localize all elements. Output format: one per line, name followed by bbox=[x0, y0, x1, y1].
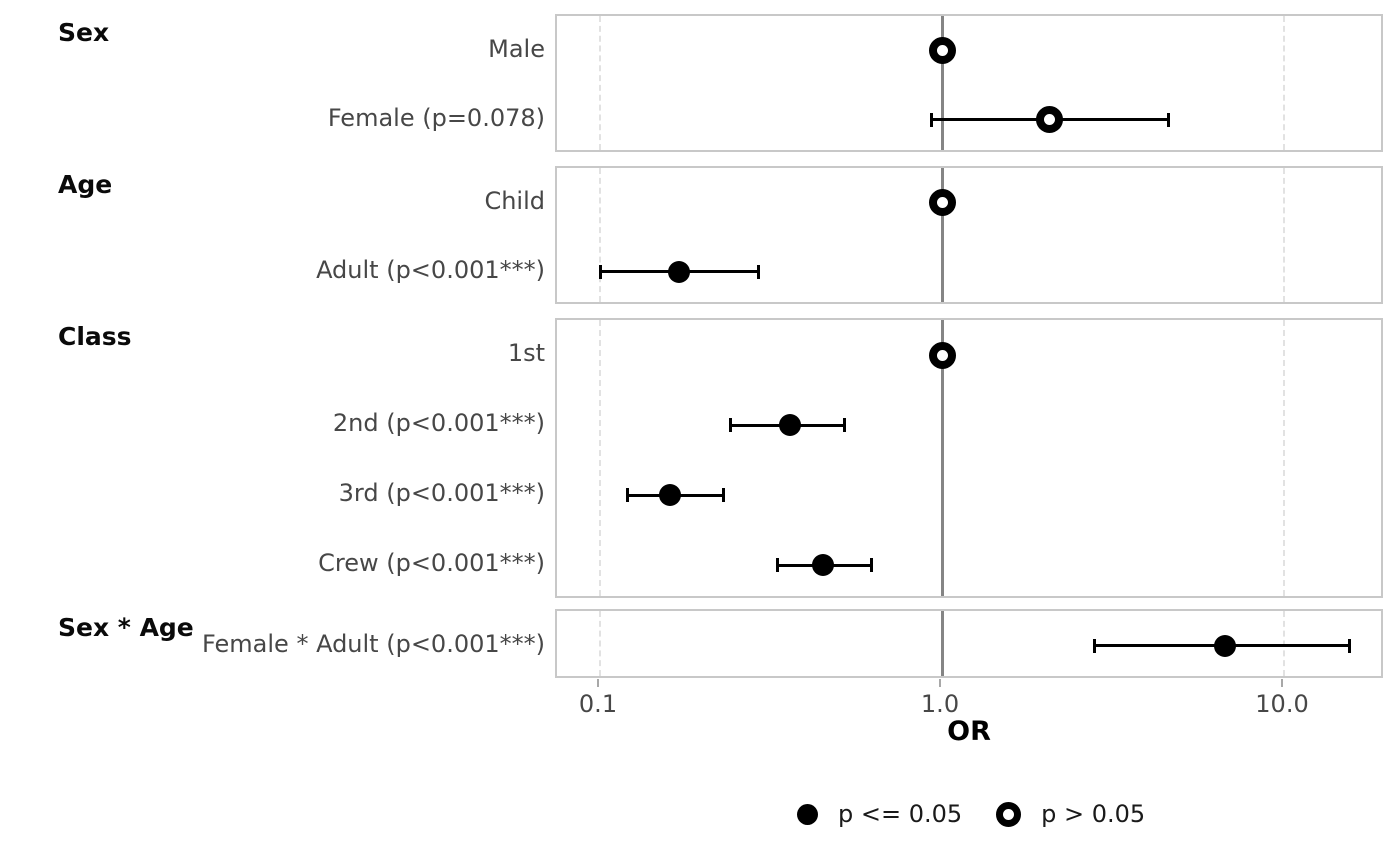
error-bar-cap-low bbox=[929, 112, 933, 127]
legend-item-significant: p <= 0.05 bbox=[797, 800, 962, 828]
row-label-female-p-0-078: Female (p=0.078) bbox=[327, 103, 545, 132]
error-bar-cap-high bbox=[1347, 638, 1351, 653]
error-bar-cap-high bbox=[722, 488, 726, 502]
group-label-sex: Sex bbox=[58, 18, 110, 47]
row-label-male: Male bbox=[488, 34, 545, 63]
gridline-0.1 bbox=[599, 611, 601, 676]
gridline-0.1 bbox=[599, 16, 601, 150]
axis-tick-label-0.1: 0.1 bbox=[578, 690, 618, 718]
panel-age bbox=[555, 166, 1383, 304]
legend-label-significant: p <= 0.05 bbox=[838, 800, 963, 828]
row-label-1st: 1st bbox=[507, 339, 545, 367]
legend-label-nonsignificant: p > 0.05 bbox=[1041, 800, 1146, 828]
panel-sex-age bbox=[555, 609, 1383, 678]
axis-tick-label-10.0: 10.0 bbox=[1255, 690, 1309, 718]
reference-line bbox=[940, 611, 944, 676]
axis-tick-label-1.0: 1.0 bbox=[920, 690, 960, 718]
gridline-10 bbox=[1283, 320, 1285, 596]
gridline-0.1 bbox=[599, 168, 601, 302]
point-marker-open bbox=[928, 37, 956, 64]
point-marker-open bbox=[1035, 106, 1063, 133]
panel-class bbox=[555, 318, 1383, 598]
axis-tick-10.0 bbox=[1281, 679, 1283, 687]
axis-tick-1.0 bbox=[939, 679, 941, 687]
group-label-sex-age: Sex * Age bbox=[58, 613, 194, 642]
point-marker-open bbox=[928, 189, 956, 216]
row-label-female-adult-p-0-001: Female * Adult (p<0.001***) bbox=[202, 629, 545, 658]
error-bar-cap-low bbox=[598, 264, 602, 279]
error-bar-cap-low bbox=[1093, 638, 1097, 653]
point-marker-filled bbox=[658, 484, 681, 506]
error-bar-cap-high bbox=[869, 558, 873, 572]
point-marker-open bbox=[928, 341, 956, 369]
gridline-10 bbox=[1283, 168, 1285, 302]
filled-circle-icon bbox=[797, 803, 818, 825]
group-label-age: Age bbox=[58, 170, 113, 199]
panel-sex bbox=[555, 14, 1383, 152]
legend: p <= 0.05 p > 0.05 bbox=[797, 800, 1145, 828]
group-label-class: Class bbox=[58, 322, 132, 351]
legend-item-nonsignificant: p > 0.05 bbox=[996, 800, 1145, 828]
reference-line bbox=[940, 320, 944, 596]
reference-line bbox=[940, 168, 944, 302]
row-label-2nd-p-0-001: 2nd (p<0.001***) bbox=[332, 409, 545, 437]
reference-line bbox=[940, 16, 944, 150]
error-bar-cap-high bbox=[756, 264, 760, 279]
point-marker-filled bbox=[779, 414, 802, 436]
row-label-3rd-p-0-001: 3rd (p<0.001***) bbox=[338, 479, 545, 507]
error-bar-cap-high bbox=[1167, 112, 1171, 127]
point-marker-filled bbox=[667, 260, 690, 283]
row-label-child: Child bbox=[484, 186, 545, 215]
x-axis-title: OR bbox=[947, 716, 991, 747]
gridline-0.1 bbox=[599, 320, 601, 596]
open-circle-icon bbox=[996, 801, 1022, 827]
error-bar-cap-low bbox=[728, 418, 732, 432]
error-bar-cap-high bbox=[843, 418, 847, 432]
error-bar-cap-low bbox=[625, 488, 629, 502]
axis-tick-0.1 bbox=[597, 679, 599, 687]
point-marker-filled bbox=[1213, 634, 1236, 657]
row-label-adult-p-0-001: Adult (p<0.001***) bbox=[316, 255, 545, 284]
gridline-10 bbox=[1283, 16, 1285, 150]
row-label-crew-p-0-001: Crew (p<0.001***) bbox=[318, 549, 545, 577]
error-bar-cap-low bbox=[775, 558, 779, 572]
gridline-10 bbox=[1283, 611, 1285, 676]
point-marker-filled bbox=[812, 554, 835, 576]
